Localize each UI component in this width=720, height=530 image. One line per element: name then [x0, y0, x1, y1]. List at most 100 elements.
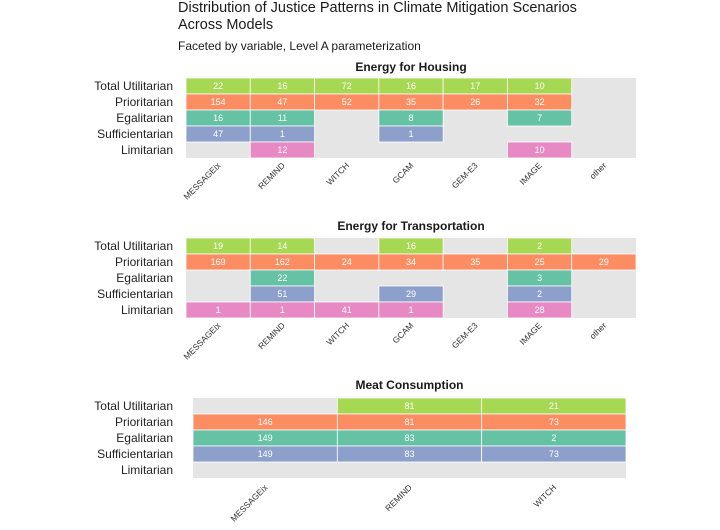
x-tick-label-energy-for-housing-messageix: MESSAGEix: [181, 160, 223, 202]
chart-title: Distribution of Justice Patterns in Clim…: [178, 0, 577, 33]
cell-label-energy-for-transportation-prioritarian-witch: 24: [342, 257, 352, 267]
row-label-meat-consumption-prioritarian: Prioritarian: [115, 415, 173, 429]
cell-label-energy-for-housing-prioritarian-remind: 47: [277, 97, 287, 107]
x-tick-label-energy-for-transportation-gem-e3: GEM-E3: [450, 320, 480, 350]
cell-label-energy-for-housing-egalitarian-remind: 11: [278, 113, 287, 123]
cell-label-energy-for-transportation-prioritarian-gem-e3: 35: [470, 257, 480, 267]
cell-label-energy-for-housing-prioritarian-image: 32: [535, 97, 545, 107]
cell-label-energy-for-housing-sufficientarian-messageix: 47: [213, 129, 223, 139]
facet-title-energy-for-housing: Energy for Housing: [355, 60, 466, 74]
cell-energy-for-housing-limitarian-remind: [249, 141, 315, 159]
cell-label-energy-for-housing-egalitarian-gcam: 8: [408, 113, 413, 123]
cell-label-energy-for-housing-prioritarian-gcam: 35: [406, 97, 416, 107]
chart-header: Distribution of Justice Patterns in Clim…: [178, 0, 598, 53]
row-label-energy-for-transportation-total-utilitarian: Total Utilitarian: [94, 239, 173, 253]
cell-label-energy-for-transportation-prioritarian-messageix: 169: [211, 257, 226, 267]
x-tick-label-energy-for-housing-gcam: GCAM: [390, 160, 415, 185]
row-label-meat-consumption-sufficientarian: Sufficientarian: [97, 447, 173, 461]
cell-label-energy-for-housing-total-utilitarian-messageix: 22: [213, 81, 223, 91]
cell-energy-for-housing-limitarian-image: [507, 141, 573, 159]
x-tick-label-energy-for-housing-gem-e3: GEM-E3: [450, 160, 480, 190]
cell-label-energy-for-transportation-sufficientarian-remind: 51: [277, 289, 287, 299]
cell-label-energy-for-transportation-total-utilitarian-image: 2: [537, 241, 542, 251]
cell-label-energy-for-housing-egalitarian-messageix: 16: [213, 113, 223, 123]
cell-label-meat-consumption-egalitarian-messageix: 149: [258, 433, 273, 443]
cell-label-energy-for-housing-prioritarian-gem-e3: 26: [470, 97, 480, 107]
x-tick-label-energy-for-housing-remind: REMIND: [256, 160, 287, 191]
row-label-energy-for-housing-limitarian: Limitarian: [121, 143, 173, 157]
cell-label-meat-consumption-total-utilitarian-witch: 21: [549, 401, 559, 411]
cell-label-energy-for-transportation-sufficientarian-gcam: 29: [406, 289, 416, 299]
cell-label-energy-for-transportation-sufficientarian-image: 2: [537, 289, 542, 299]
x-tick-label-energy-for-transportation-witch: WITCH: [324, 320, 351, 347]
cell-label-meat-consumption-prioritarian-remind: 81: [404, 417, 414, 427]
cell-label-meat-consumption-sufficientarian-witch: 73: [549, 449, 559, 459]
cell-label-energy-for-housing-total-utilitarian-gcam: 16: [406, 81, 416, 91]
row-label-energy-for-transportation-egalitarian: Egalitarian: [116, 271, 173, 285]
cell-label-energy-for-transportation-total-utilitarian-gcam: 16: [406, 241, 416, 251]
x-tick-label-meat-consumption-messageix: MESSAGEix: [228, 482, 270, 524]
cell-meat-consumption-sufficientarian-witch: [481, 445, 627, 463]
cell-label-energy-for-housing-total-utilitarian-image: 10: [535, 81, 545, 91]
row-label-energy-for-transportation-prioritarian: Prioritarian: [115, 255, 173, 269]
cell-label-energy-for-transportation-egalitarian-remind: 22: [277, 273, 287, 283]
cell-label-energy-for-housing-prioritarian-messageix: 154: [211, 97, 226, 107]
x-tick-label-energy-for-transportation-remind: REMIND: [256, 320, 287, 351]
row-label-energy-for-housing-prioritarian: Prioritarian: [115, 95, 173, 109]
chart-subtitle: Faceted by variable, Level A parameteriz…: [178, 39, 421, 53]
x-tick-label-meat-consumption-witch: WITCH: [531, 482, 558, 509]
cell-energy-for-housing-egalitarian-image: [507, 109, 573, 127]
row-label-meat-consumption-total-utilitarian: Total Utilitarian: [94, 399, 173, 413]
cell-label-energy-for-transportation-total-utilitarian-remind: 14: [277, 241, 287, 251]
cell-label-meat-consumption-sufficientarian-messageix: 149: [258, 449, 273, 459]
cell-label-meat-consumption-sufficientarian-remind: 83: [404, 449, 414, 459]
facet-title-energy-for-transportation: Energy for Transportation: [337, 219, 484, 233]
cell-energy-for-transportation-limitarian-image: [507, 301, 573, 319]
cell-label-meat-consumption-egalitarian-remind: 83: [404, 433, 414, 443]
x-tick-label-energy-for-housing-image: IMAGE: [518, 160, 545, 187]
row-label-meat-consumption-limitarian: Limitarian: [121, 463, 173, 477]
cell-label-energy-for-housing-total-utilitarian-witch: 72: [342, 81, 352, 91]
cell-label-energy-for-housing-sufficientarian-remind: 1: [280, 129, 285, 139]
cell-energy-for-housing-sufficientarian-gcam: [378, 125, 444, 143]
cell-label-energy-for-transportation-total-utilitarian-messageix: 19: [213, 241, 223, 251]
cell-label-meat-consumption-egalitarian-witch: 2: [551, 433, 556, 443]
cell-label-energy-for-transportation-limitarian-gcam: 1: [408, 305, 413, 315]
row-label-energy-for-housing-egalitarian: Egalitarian: [116, 111, 173, 125]
cell-label-energy-for-housing-limitarian-remind: 12: [277, 145, 287, 155]
cell-label-meat-consumption-prioritarian-witch: 73: [549, 417, 559, 427]
row-label-energy-for-housing-sufficientarian: Sufficientarian: [97, 127, 173, 141]
cell-energy-for-transportation-prioritarian-other: [571, 253, 637, 271]
x-tick-label-energy-for-transportation-gcam: GCAM: [390, 320, 415, 345]
x-tick-label-energy-for-housing-witch: WITCH: [324, 160, 351, 187]
x-tick-label-energy-for-transportation-other: other: [588, 320, 609, 341]
cell-label-meat-consumption-prioritarian-messageix: 146: [258, 417, 273, 427]
cell-label-energy-for-housing-total-utilitarian-gem-e3: 17: [470, 81, 480, 91]
cell-label-energy-for-housing-prioritarian-witch: 52: [342, 97, 352, 107]
cell-label-energy-for-transportation-limitarian-remind: 1: [280, 305, 285, 315]
cell-label-energy-for-housing-total-utilitarian-remind: 16: [277, 81, 287, 91]
cell-label-energy-for-transportation-prioritarian-remind: 162: [275, 257, 290, 267]
cell-label-energy-for-transportation-prioritarian-image: 25: [535, 257, 545, 267]
x-tick-label-energy-for-transportation-image: IMAGE: [518, 320, 545, 347]
cell-energy-for-transportation-limitarian-gcam: [378, 301, 444, 319]
cell-label-energy-for-housing-sufficientarian-gcam: 1: [408, 129, 413, 139]
x-tick-label-energy-for-housing-other: other: [588, 160, 609, 181]
row-label-energy-for-transportation-limitarian: Limitarian: [121, 303, 173, 317]
cell-label-energy-for-transportation-prioritarian-other: 29: [599, 257, 609, 267]
cell-label-energy-for-transportation-prioritarian-gcam: 34: [406, 257, 416, 267]
cell-label-energy-for-housing-limitarian-image: 10: [535, 145, 545, 155]
cell-label-energy-for-transportation-limitarian-image: 28: [535, 305, 545, 315]
x-tick-label-meat-consumption-remind: REMIND: [383, 482, 414, 513]
x-tick-label-energy-for-transportation-messageix: MESSAGEix: [181, 320, 223, 362]
cell-label-energy-for-transportation-limitarian-witch: 41: [342, 305, 352, 315]
row-label-energy-for-transportation-sufficientarian: Sufficientarian: [97, 287, 173, 301]
row-label-energy-for-housing-total-utilitarian: Total Utilitarian: [94, 79, 173, 93]
facet-title-meat-consumption: Meat Consumption: [356, 378, 464, 392]
cell-label-meat-consumption-total-utilitarian-remind: 81: [404, 401, 414, 411]
cell-label-energy-for-transportation-egalitarian-image: 3: [537, 273, 542, 283]
cell-label-energy-for-housing-egalitarian-image: 7: [537, 113, 542, 123]
row-label-meat-consumption-egalitarian: Egalitarian: [116, 431, 173, 445]
cell-label-energy-for-transportation-limitarian-messageix: 1: [216, 305, 221, 315]
